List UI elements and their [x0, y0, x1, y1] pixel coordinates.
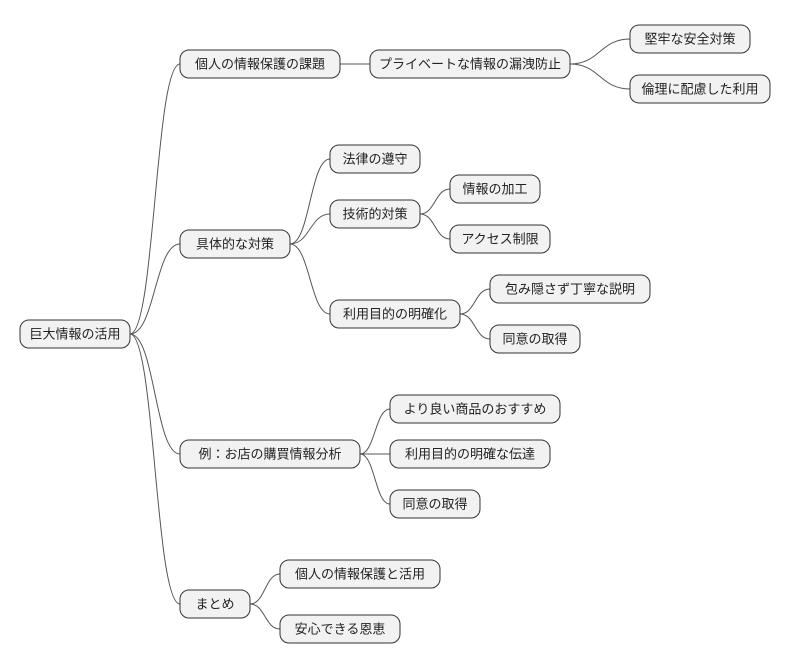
node-b2b1: 情報の加工 [450, 175, 540, 203]
node-b4a: 個人の情報保護と活用 [280, 560, 440, 588]
mindmap-canvas: 巨大情報の活用 個人の情報保護の課題 プライベートな情報の漏洩防止 堅牢な安全対策倫理… [0, 0, 810, 668]
edge [130, 64, 180, 334]
edge [290, 244, 330, 314]
node-b2a: 法律の遵守 [330, 145, 420, 173]
node-b1a2: 倫理に配慮した利用 [630, 75, 770, 103]
node-label: より良い商品のおすすめ [404, 399, 547, 418]
node-label: 個人の情報保護と活用 [295, 564, 425, 583]
edge [420, 189, 450, 214]
node-b1a1: 堅牢な安全対策 [630, 25, 750, 53]
edge [250, 574, 280, 604]
node-label: 安心できる恩恵 [295, 619, 386, 638]
node-label: 同意の取得 [402, 494, 467, 513]
node-label: 情報の加工 [462, 179, 527, 198]
node-label: 巨大情報の活用 [29, 324, 120, 343]
node-b3b: 利用目的の明確な伝達 [390, 440, 550, 468]
edge [360, 454, 390, 504]
node-b3c: 同意の取得 [390, 490, 480, 518]
node-b2c1: 包み隠さず丁寧な説明 [490, 275, 650, 303]
node-label: 法律の遵守 [342, 149, 407, 168]
node-b3: 例：お店の購買情報分析 [180, 440, 360, 468]
node-b4b: 安心できる恩恵 [280, 615, 400, 643]
node-label: 包み隠さず丁寧な説明 [505, 279, 635, 298]
node-b1: 個人の情報保護の課題 [180, 50, 340, 78]
edge [360, 409, 390, 454]
node-label: 利用目的の明確化 [343, 304, 447, 323]
edge [130, 244, 180, 334]
node-label: 同意の取得 [502, 329, 567, 348]
node-b2b: 技術的対策 [330, 200, 420, 228]
edge [570, 64, 630, 89]
node-label: 倫理に配慮した利用 [641, 79, 758, 98]
node-root: 巨大情報の活用 [20, 320, 130, 348]
edge [570, 39, 630, 64]
node-label: 利用目的の明確な伝達 [405, 444, 535, 463]
node-b2b2: アクセス制限 [450, 225, 550, 253]
node-label: アクセス制限 [461, 229, 538, 248]
node-label: まとめ [195, 594, 234, 613]
node-label: 具体的な対策 [196, 234, 274, 253]
edge [250, 604, 280, 629]
node-b3a: より良い商品のおすすめ [390, 395, 560, 423]
node-label: 例：お店の購買情報分析 [198, 444, 341, 463]
node-b2c2: 同意の取得 [490, 325, 580, 353]
node-label: 堅牢な安全対策 [644, 29, 735, 48]
node-label: 個人の情報保護の課題 [195, 54, 325, 73]
edge [290, 159, 330, 244]
edge [130, 334, 180, 454]
edge [460, 314, 490, 339]
node-b2: 具体的な対策 [180, 230, 290, 258]
node-b1a: プライベートな情報の漏洩防止 [370, 50, 570, 78]
edge [460, 289, 490, 314]
node-label: 技術的対策 [342, 204, 407, 223]
edge [420, 214, 450, 239]
node-b4: まとめ [180, 590, 250, 618]
edge [290, 214, 330, 244]
node-label: プライベートな情報の漏洩防止 [379, 54, 561, 73]
edge [130, 334, 180, 604]
node-b2c: 利用目的の明確化 [330, 300, 460, 328]
